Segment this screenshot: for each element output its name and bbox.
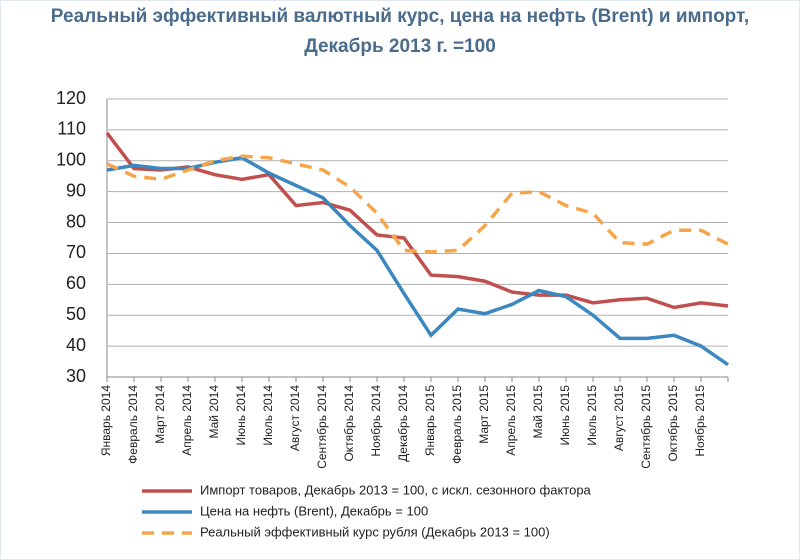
x-tick-label: Февраль 2014 [126, 385, 140, 464]
chart-subtitle: Декабрь 2013 г. =100 [304, 36, 496, 57]
y-tick-label: 40 [66, 335, 86, 355]
legend-label: Реальный эффективный курс рубля (Декабрь… [200, 524, 550, 539]
y-tick-label: 60 [66, 273, 86, 293]
x-tick-label: Июнь 2015 [558, 385, 572, 446]
x-tick-label: Сентябрь 2014 [315, 385, 329, 469]
x-tick-label: Февраль 2015 [450, 385, 464, 464]
x-tick-label: Июль 2014 [261, 385, 275, 446]
y-tick-label: 80 [66, 211, 86, 231]
y-tick-label: 110 [57, 119, 86, 139]
y-tick-label: 30 [66, 366, 86, 386]
legend-label: Цена на нефть (Brent), Декабрь = 100 [200, 503, 428, 518]
x-tick-label: Ноябрь 2014 [369, 385, 383, 457]
x-tick-label: Март 2015 [477, 385, 491, 444]
x-tick-label: Апрель 2014 [180, 385, 194, 456]
x-tick-label: Июнь 2014 [234, 385, 248, 446]
series-line [106, 154, 729, 254]
y-tick-label: 50 [66, 304, 86, 324]
x-tick-label: Май 2015 [531, 385, 545, 439]
x-tick-label: Ноябрь 2015 [693, 385, 707, 457]
x-tick-label: Сентябрь 2015 [639, 385, 653, 469]
x-tick-label: Январь 2015 [423, 385, 437, 456]
x-tick-label: Октябрь 2014 [342, 385, 356, 462]
x-tick-label: Апрель 2015 [504, 385, 518, 456]
x-tick-label: Октябрь 2015 [666, 385, 680, 462]
x-tick-label: Январь 2014 [99, 385, 113, 456]
y-tick-label: 100 [56, 150, 86, 170]
x-tick-label: Июль 2015 [585, 385, 599, 446]
legend-label: Импорт товаров, Декабрь 2013 = 100, с ис… [200, 482, 592, 497]
x-tick-label: Август 2015 [612, 385, 626, 451]
chart-title: Реальный эффективный валютный курс, цена… [51, 6, 749, 27]
series-line [105, 131, 729, 310]
y-tick-label: 70 [66, 242, 86, 262]
x-tick-label: Август 2014 [288, 385, 302, 451]
x-tick-label: Декабрь 2014 [396, 385, 410, 462]
x-tick-label: Март 2014 [153, 385, 167, 444]
x-tick-label: Май 2014 [207, 385, 221, 439]
y-tick-label: 90 [66, 180, 86, 200]
y-tick-label: 120 [56, 88, 86, 108]
